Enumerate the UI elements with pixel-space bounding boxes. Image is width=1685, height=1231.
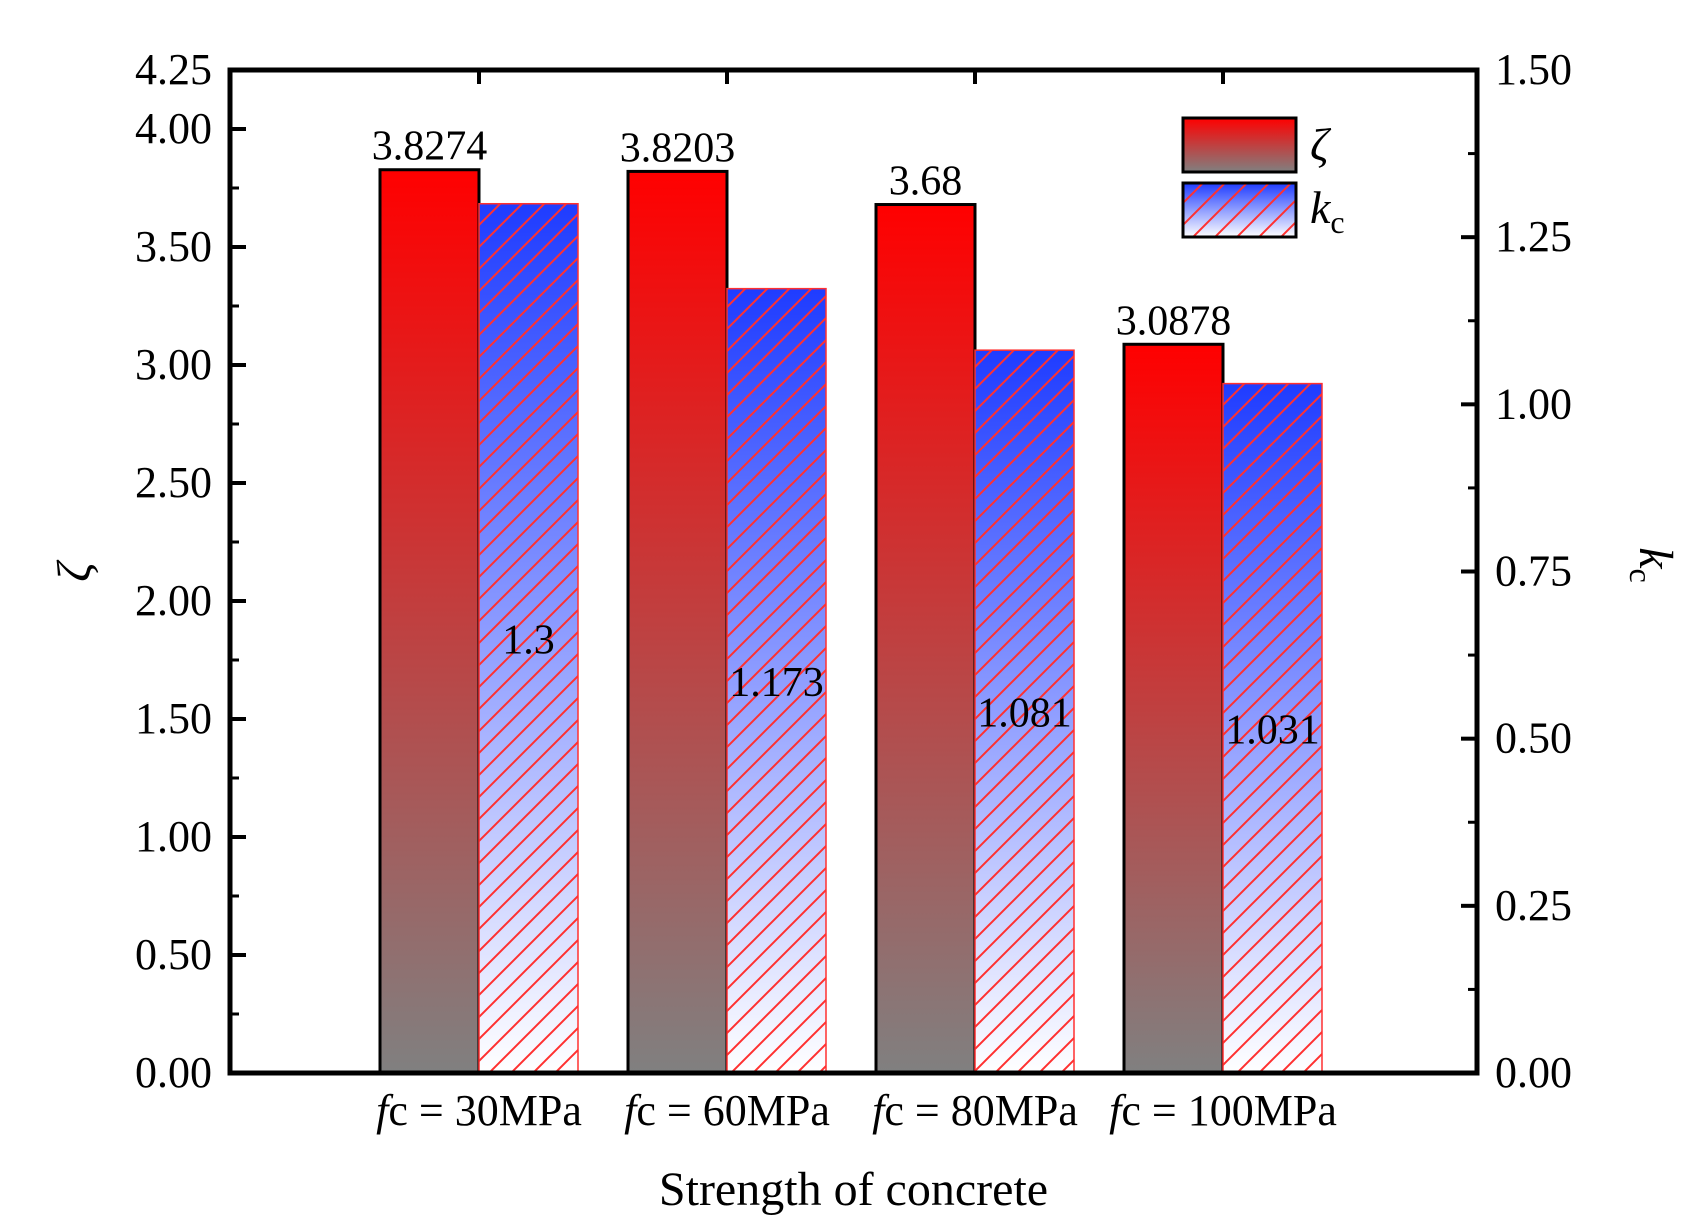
zeta-bar-3 [874,203,977,1075]
left-tick-label: 0.00 [135,1048,212,1097]
category-label: fc = 30MPa [376,1086,582,1135]
legend-label-kc: kc [1310,182,1345,240]
zeta-value-label: 3.0878 [1116,298,1232,344]
right-tick-label: 1.00 [1495,379,1572,428]
right-tick-label: 0.00 [1495,1048,1572,1097]
right-axis-title: kc [1623,547,1682,583]
zeta-value-label: 3.68 [889,159,963,205]
kc-bar-1 [478,202,579,1074]
category-label: fc = 80MPa [872,1086,1078,1135]
right-tick-label: 0.75 [1495,547,1572,596]
left-tick-label: 2.50 [135,458,212,507]
zeta-value-label: 3.8274 [372,124,488,170]
kc-bar-hatch [478,202,579,1074]
legend-label-zeta: ζ [1310,119,1332,170]
right-tick-label: 0.25 [1495,881,1572,930]
zeta-bar-2 [626,169,729,1075]
right-tick-label: 1.50 [1495,45,1572,94]
left-axis-title: ζ [48,559,101,582]
left-tick-label: 3.00 [135,340,212,389]
right-tick-label: 0.50 [1495,714,1572,763]
kc-value-label: 1.173 [729,660,824,706]
legend-swatch-kc [1181,181,1298,239]
category-label: fc = 60MPa [624,1086,830,1135]
right-tick-label: 1.25 [1495,212,1572,261]
zeta-bar-1 [378,168,481,1075]
legend-swatch-zeta [1181,116,1298,174]
left-tick-label: 1.00 [135,812,212,861]
kc-bar-3 [974,349,1075,1074]
zeta-value-label: 3.8203 [620,125,736,171]
kc-value-label: 1.3 [502,617,555,663]
left-tick-label: 4.25 [135,45,212,94]
kc-bar-4 [1222,382,1323,1074]
kc-value-label: 1.081 [977,691,1072,737]
kc-bar-hatch [1222,382,1323,1074]
kc-bar-2 [726,287,827,1074]
left-tick-label: 4.00 [135,104,212,153]
left-tick-label: 1.50 [135,694,212,743]
kc-value-label: 1.031 [1225,707,1320,753]
category-label: fc = 100MPa [1109,1086,1337,1135]
left-tick-label: 0.50 [135,930,212,979]
x-axis-title: Strength of concrete [659,1163,1048,1216]
left-tick-label: 2.00 [135,576,212,625]
zeta-bar-4 [1122,342,1225,1075]
left-tick-label: 3.50 [135,222,212,271]
kc-bar-hatch [726,287,827,1074]
